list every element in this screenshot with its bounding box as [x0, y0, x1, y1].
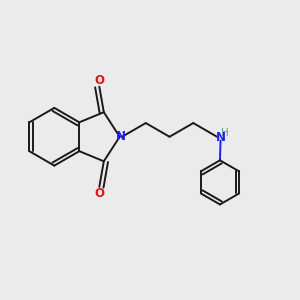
Text: O: O — [94, 187, 104, 200]
Text: N: N — [215, 131, 226, 144]
Text: O: O — [94, 74, 104, 87]
Text: N: N — [116, 130, 126, 143]
Text: H: H — [221, 128, 229, 138]
